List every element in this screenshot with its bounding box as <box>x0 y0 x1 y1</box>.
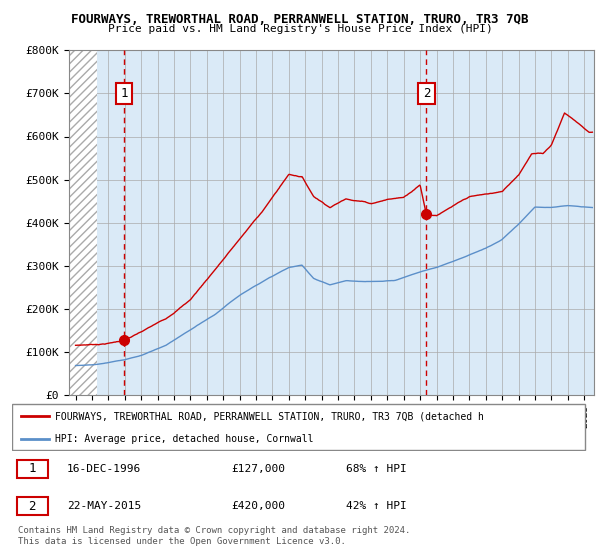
Text: 42% ↑ HPI: 42% ↑ HPI <box>346 501 407 511</box>
Text: FOURWAYS, TREWORTHAL ROAD, PERRANWELL STATION, TRURO, TR3 7QB: FOURWAYS, TREWORTHAL ROAD, PERRANWELL ST… <box>71 13 529 26</box>
FancyBboxPatch shape <box>12 404 585 450</box>
FancyBboxPatch shape <box>17 497 48 515</box>
Text: £420,000: £420,000 <box>231 501 285 511</box>
Text: 1: 1 <box>121 87 128 100</box>
FancyBboxPatch shape <box>17 460 48 478</box>
Text: 16-DEC-1996: 16-DEC-1996 <box>67 464 141 474</box>
Text: FOURWAYS, TREWORTHAL ROAD, PERRANWELL STATION, TRURO, TR3 7QB (detached h: FOURWAYS, TREWORTHAL ROAD, PERRANWELL ST… <box>55 411 484 421</box>
Text: Contains HM Land Registry data © Crown copyright and database right 2024.
This d: Contains HM Land Registry data © Crown c… <box>18 526 410 546</box>
Text: 1: 1 <box>28 463 36 475</box>
Text: HPI: Average price, detached house, Cornwall: HPI: Average price, detached house, Corn… <box>55 434 314 444</box>
Text: 68% ↑ HPI: 68% ↑ HPI <box>346 464 407 474</box>
Text: 2: 2 <box>423 87 430 100</box>
Text: 22-MAY-2015: 22-MAY-2015 <box>67 501 141 511</box>
Text: £127,000: £127,000 <box>231 464 285 474</box>
Text: 2: 2 <box>28 500 36 512</box>
Text: Price paid vs. HM Land Registry's House Price Index (HPI): Price paid vs. HM Land Registry's House … <box>107 24 493 34</box>
